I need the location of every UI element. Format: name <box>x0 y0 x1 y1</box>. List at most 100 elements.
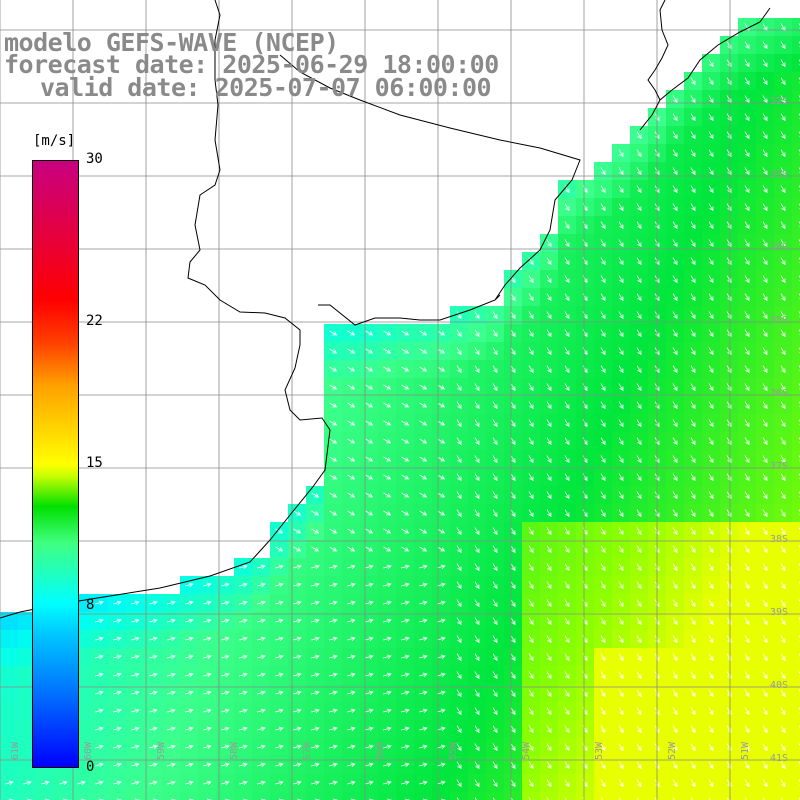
wind-arrow <box>744 599 750 608</box>
wind-arrow <box>762 743 768 752</box>
wind-arrow <box>329 726 338 732</box>
wind-arrow <box>329 636 338 642</box>
wind-arrow <box>419 420 428 426</box>
wind-arrow <box>492 617 498 626</box>
wind-arrow <box>762 491 768 500</box>
wind-arrow <box>275 780 284 786</box>
wind-arrow <box>167 708 176 714</box>
wind-arrow <box>329 348 338 354</box>
ocean-cell <box>792 180 800 199</box>
wind-arrow <box>618 455 624 464</box>
ocean-cell <box>684 792 703 800</box>
longitude-label: 61W <box>10 741 21 760</box>
wind-arrow <box>672 203 678 212</box>
wind-arrow <box>474 365 480 374</box>
wind-arrow <box>708 275 714 284</box>
wind-arrow <box>77 780 86 786</box>
wind-arrow <box>221 600 230 606</box>
wind-arrow <box>762 563 768 572</box>
wind-arrow <box>383 762 392 768</box>
wind-arrow <box>257 636 266 642</box>
colorbar-tick-label: 0 <box>86 759 95 775</box>
wind-arrow <box>672 293 678 302</box>
wind-arrow <box>762 329 768 338</box>
wind-arrow <box>221 690 230 696</box>
wind-arrow <box>401 636 410 642</box>
wind-arrow <box>311 528 320 534</box>
wind-arrow <box>672 437 678 446</box>
ocean-cell <box>594 792 613 800</box>
wind-arrow <box>762 779 768 788</box>
wind-arrow <box>762 401 768 410</box>
wind-arrow <box>510 725 516 734</box>
ocean-cell <box>756 792 775 800</box>
wind-arrow <box>528 473 534 482</box>
wind-arrow <box>708 509 714 518</box>
wind-arrow <box>149 654 158 660</box>
wind-arrow <box>293 528 302 534</box>
wind-arrow <box>546 725 552 734</box>
wind-arrow <box>564 401 570 410</box>
wind-arrow <box>329 546 338 552</box>
wind-arrow <box>293 618 302 624</box>
wind-arrow <box>744 347 750 356</box>
wind-arrow <box>203 762 212 768</box>
wind-arrow <box>690 761 696 770</box>
wind-arrow <box>365 510 374 516</box>
colorbar-unit: [m/s] <box>33 133 76 149</box>
wind-arrow <box>636 563 642 572</box>
wind-arrow <box>329 474 338 480</box>
wind-arrow <box>636 257 642 266</box>
ocean-cell <box>792 252 800 271</box>
wind-arrow <box>636 203 642 212</box>
wind-arrow <box>95 636 104 642</box>
wind-arrow <box>474 545 480 554</box>
ocean-cell <box>18 702 37 721</box>
wind-arrow <box>401 744 410 750</box>
wind-arrow <box>636 761 642 770</box>
wind-arrow <box>744 131 750 140</box>
wind-arrow <box>492 311 498 320</box>
wind-arrow <box>437 492 446 498</box>
wind-arrow <box>600 347 606 356</box>
wind-arrow <box>437 690 446 696</box>
wind-arrow <box>780 653 786 662</box>
wind-arrow <box>708 401 714 410</box>
wind-arrow <box>690 203 696 212</box>
wind-arrow <box>708 671 714 680</box>
wind-arrow <box>113 726 122 732</box>
wind-arrow <box>510 383 516 392</box>
wind-arrow <box>564 599 570 608</box>
wind-arrow <box>762 545 768 554</box>
wind-arrow <box>239 600 248 606</box>
wind-arrow <box>23 780 32 786</box>
wind-arrow <box>690 581 696 590</box>
wind-arrow <box>474 635 480 644</box>
ocean-cell <box>792 288 800 307</box>
ocean-cell <box>792 162 800 181</box>
wind-arrow <box>546 455 552 464</box>
wind-arrow <box>419 438 428 444</box>
wind-arrow <box>275 762 284 768</box>
wind-arrow <box>780 509 786 518</box>
wind-arrow <box>618 203 624 212</box>
wind-arrow <box>744 383 750 392</box>
wind-arrow <box>95 780 104 786</box>
latitude-label: 40S <box>770 680 788 691</box>
ocean-cell <box>792 594 800 613</box>
wind-arrow <box>528 599 534 608</box>
wind-arrow <box>113 708 122 714</box>
wind-arrow <box>401 546 410 552</box>
wind-arrow <box>708 185 714 194</box>
wind-arrow <box>744 221 750 230</box>
wind-arrow <box>690 689 696 698</box>
wind-arrow <box>546 239 552 248</box>
wind-arrow <box>780 527 786 536</box>
ocean-cell <box>0 792 19 800</box>
ocean-cell <box>666 792 685 800</box>
wind-arrow <box>672 599 678 608</box>
ocean-cell <box>54 792 73 800</box>
wind-arrow <box>383 582 392 588</box>
wind-arrow <box>510 779 516 788</box>
wind-arrow <box>365 708 374 714</box>
